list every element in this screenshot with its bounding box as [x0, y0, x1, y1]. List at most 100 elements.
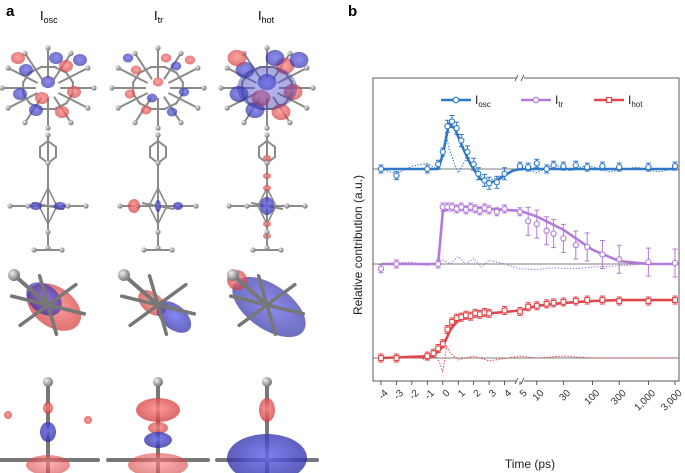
blue-density-lobe [144, 432, 172, 448]
x-axis-label: Time (ps) [505, 457, 555, 471]
bond [131, 71, 142, 84]
atom [153, 377, 163, 387]
data-point [444, 326, 451, 333]
series-osc [373, 115, 679, 190]
legend-marker [452, 96, 460, 104]
blue-density-lobe [155, 200, 161, 212]
x-tick-label: 2 [472, 388, 484, 400]
legend-label-sub: osc [478, 100, 490, 109]
red-density-lobe [11, 52, 25, 64]
red-density-lobe [128, 453, 188, 473]
atom [287, 120, 293, 126]
x-tick-label: -3 [392, 388, 406, 402]
red-density-lobe [259, 398, 275, 422]
blue-density-lobe [19, 64, 33, 76]
bond [122, 273, 160, 307]
legend-label: Itr [555, 93, 564, 109]
axis-break-gap [516, 75, 524, 81]
atom [227, 269, 239, 281]
data-point [645, 298, 652, 304]
blue-density-lobe [29, 104, 43, 116]
atom [132, 50, 138, 56]
axis-break-mark [514, 377, 525, 385]
data-point [525, 218, 532, 225]
data-point [449, 318, 455, 325]
legend-label-base: I [475, 93, 478, 107]
atom [178, 50, 184, 56]
column-label-base: I [40, 8, 44, 23]
data-point [543, 227, 550, 234]
data-point [560, 162, 567, 170]
red-density-lobe [55, 106, 69, 118]
y-axis-label: Relative contribution (a.u.) [351, 175, 365, 315]
data-point [493, 208, 500, 215]
atom [45, 45, 51, 51]
molecule-tr [109, 45, 207, 253]
data-point [599, 251, 606, 258]
data-point [481, 177, 488, 184]
data-point [476, 311, 483, 318]
red-density-lobe [263, 173, 271, 179]
x-tick-label: 1,000 [633, 388, 659, 414]
red-density-lobe [43, 402, 53, 414]
blue-density-lobe [227, 434, 307, 473]
bond [57, 67, 89, 84]
atom [115, 105, 121, 111]
data-point [560, 298, 567, 305]
axis-break-mark [514, 74, 525, 82]
svg-text:Iosc: Iosc [40, 8, 58, 25]
data-point [444, 123, 451, 130]
atom [85, 105, 91, 111]
blue-density-lobe [178, 87, 190, 97]
column-label-tr: Itr [154, 8, 163, 25]
panel-a-letter: a [6, 3, 15, 20]
panel-a: a Iosc Itr Ihot [0, 3, 319, 473]
data-point [584, 243, 591, 251]
x-tick-label: 3 [487, 388, 499, 400]
data-point [616, 256, 623, 263]
red-density-lobe [152, 77, 164, 87]
data-point [476, 207, 483, 214]
atom [118, 269, 130, 281]
panel-b: b Relative contribution (a.u.) Time (ps)… [348, 3, 685, 471]
column-label-base: I [258, 8, 262, 23]
bond [53, 65, 68, 74]
x-tick-label: 300 [609, 388, 629, 408]
column-label-sub: osc [44, 15, 59, 25]
axial-bonds [148, 186, 168, 226]
data-point [533, 160, 540, 167]
blue-density-lobe [30, 202, 42, 210]
column-label-osc: Iosc [40, 8, 58, 25]
atom [83, 203, 89, 209]
blue-density-lobe [122, 53, 134, 63]
red-density-lobe [263, 221, 271, 227]
data-point [672, 297, 678, 303]
legend-marker [605, 96, 613, 104]
red-density-lobe [140, 105, 152, 115]
red-density-lobe [124, 89, 136, 99]
svg-text:Itr: Itr [154, 8, 163, 25]
bond [265, 303, 278, 337]
data-point [501, 307, 508, 314]
bond [24, 52, 43, 80]
data-point [439, 148, 446, 156]
data-point [645, 163, 652, 171]
bond [117, 92, 149, 109]
x-tick-label: -4 [377, 388, 391, 402]
data-point [453, 124, 460, 132]
legend-label-base: I [555, 93, 558, 107]
atom [43, 377, 53, 387]
atom [264, 132, 270, 138]
zoom-top-hot [227, 269, 306, 338]
zoomed-density-images [0, 269, 319, 473]
x-tick-label: -1 [423, 388, 437, 402]
data-point [462, 312, 469, 319]
bond [64, 71, 75, 84]
atom [302, 203, 308, 209]
atom [218, 85, 224, 91]
atom [264, 160, 270, 166]
data-point [616, 298, 623, 304]
data-point [378, 355, 384, 361]
atom [304, 65, 310, 71]
bond [7, 92, 39, 109]
